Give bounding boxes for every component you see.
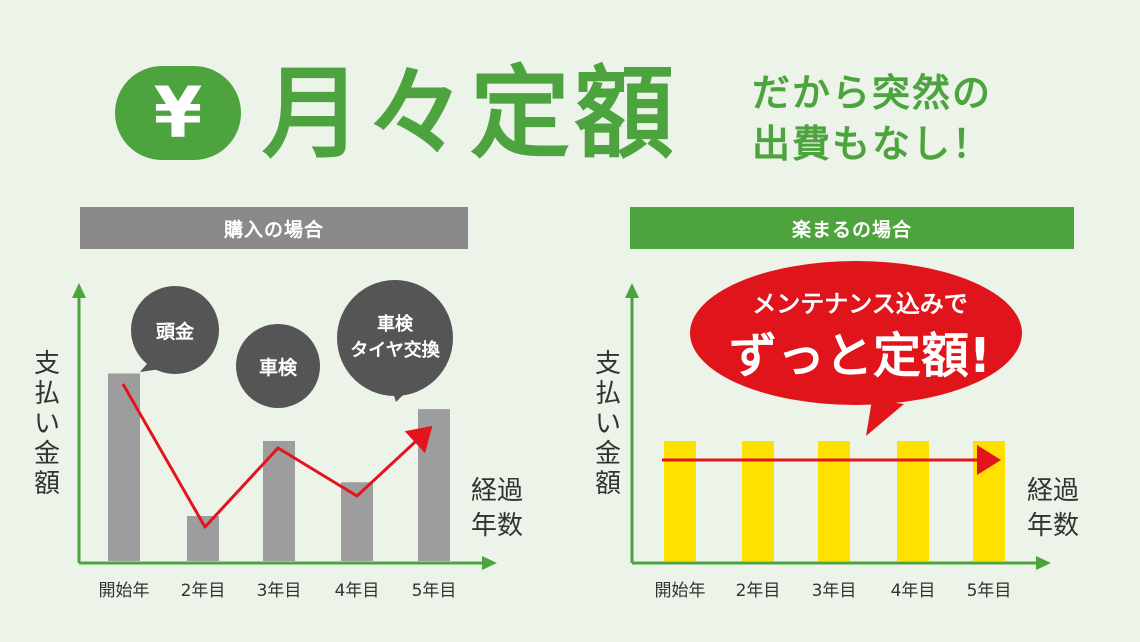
- left-bars: [108, 373, 450, 561]
- rental-tick-label-4: 5年目: [967, 581, 1012, 601]
- bubble-inspection-tire: 車検 タイヤ交換: [337, 280, 453, 402]
- rental-tick-label-3: 4年目: [891, 581, 936, 601]
- right-axes: [625, 283, 1051, 570]
- purchase-banner: 購入の場合: [80, 207, 468, 249]
- tagline: だから突然の 出費もなし！: [752, 68, 992, 171]
- rental-tick-label-1: 2年目: [736, 581, 781, 601]
- purchase-tick-label-0: 開始年: [99, 581, 150, 601]
- left-x-label: 経過 年数: [471, 474, 523, 544]
- rental-banner: 楽まるの場合: [630, 207, 1074, 249]
- purchase-bar-0: [108, 373, 140, 561]
- purchase-tick-label-1: 2年目: [181, 581, 226, 601]
- right-x-label-line2: 年数: [1027, 511, 1080, 542]
- tagline-line2: 出費もなし！: [752, 122, 993, 167]
- bubble-downpayment: 頭金: [131, 286, 219, 374]
- purchase-bar-4: [418, 409, 450, 561]
- left-x-label-line1: 経過: [471, 476, 524, 506]
- bubble-inspection-text: 車検: [259, 356, 298, 379]
- right-x-label: 経過 年数: [1027, 474, 1079, 544]
- headline: 月々定額: [262, 55, 678, 172]
- tagline-line1: だから突然の: [752, 71, 993, 115]
- purchase-bar-2: [263, 441, 295, 561]
- purchase-tick-label-4: 5年目: [412, 581, 457, 601]
- left-tick-labels: 開始年 2年目 3年目 4年目 5年目: [99, 581, 457, 601]
- right-tick-labels: 開始年 2年目 3年目 4年目 5年目: [655, 581, 1012, 601]
- left-trend-line: [121, 383, 433, 529]
- yen-symbol: ¥: [153, 72, 203, 154]
- right-x-label-line1: 経過: [1027, 476, 1080, 506]
- rental-tick-label-2: 3年目: [812, 581, 857, 601]
- left-x-label-line2: 年数: [471, 511, 524, 542]
- purchase-tick-label-3: 4年目: [335, 581, 380, 601]
- bubble-inspection-tire-line2: タイヤ交換: [350, 339, 440, 361]
- bubble-downpayment-text: 頭金: [156, 320, 195, 343]
- purchase-tick-label-2: 3年目: [257, 581, 302, 601]
- callout-line1: メンテナンス込みで: [752, 290, 968, 318]
- bubble-inspection-tire-line1: 車検: [377, 313, 414, 335]
- left-axes: [72, 283, 497, 570]
- rental-tick-label-0: 開始年: [655, 581, 706, 601]
- bubble-inspection: 車検: [236, 324, 320, 408]
- right-y-label: 支払い金額: [594, 349, 621, 499]
- maintenance-callout: メンテナンス込みで ずっと定額!: [690, 261, 1022, 436]
- yen-icon: ¥: [115, 66, 241, 160]
- callout-line2: ずっと定額!: [729, 328, 991, 384]
- left-y-label: 支払い金額: [33, 349, 60, 499]
